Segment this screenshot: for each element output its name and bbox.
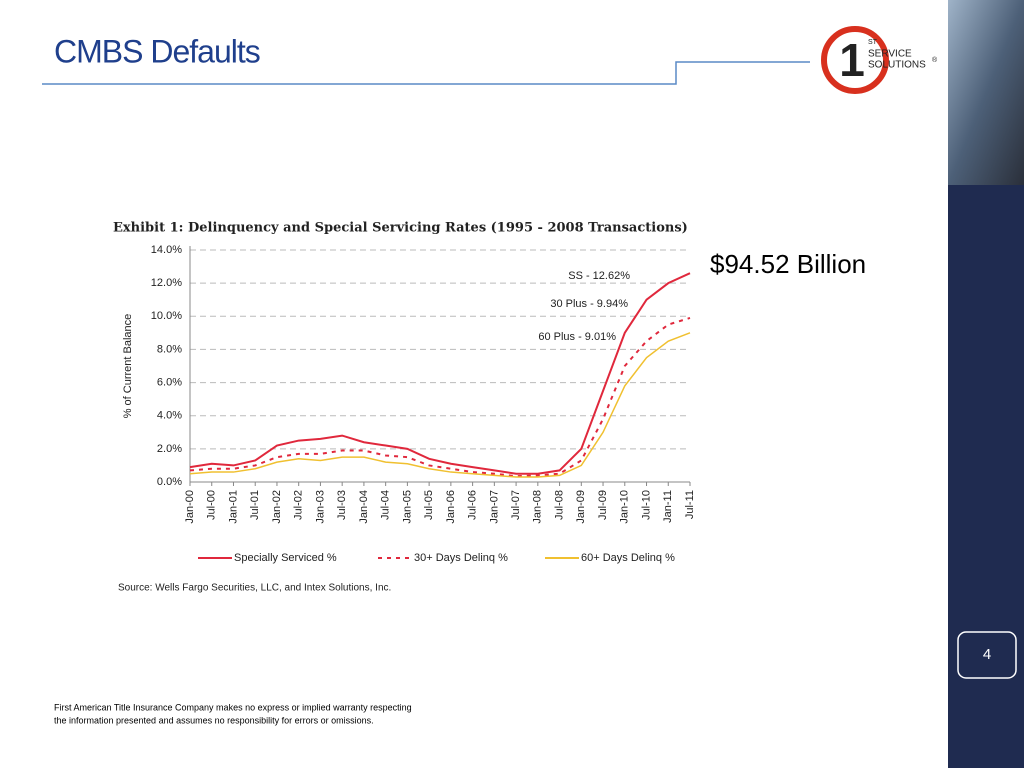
logo-mark: ® — [932, 56, 938, 64]
x-tick-label: Jan-06 — [445, 490, 457, 524]
page-number: 4 — [983, 646, 991, 663]
disclaimer: the information presented and assumes no… — [54, 715, 374, 725]
x-tick-label: Jul-04 — [380, 490, 392, 520]
x-tick-label: Jan-00 — [184, 490, 196, 524]
x-tick-label: Jan-05 — [401, 490, 413, 524]
x-tick-label: Jul-07 — [510, 490, 522, 520]
legend-label: 30+ Days Delinq % — [414, 552, 508, 564]
title-rule — [42, 61, 810, 85]
series-line — [189, 272, 691, 475]
y-tick-label: 14.0% — [151, 244, 182, 256]
annotation: 30 Plus - 9.94% — [550, 298, 628, 310]
x-tick-label: Jan-04 — [358, 490, 370, 524]
x-tick-label: Jan-01 — [227, 490, 239, 524]
legend-label: Specially Serviced % — [234, 552, 337, 564]
disclaimer: First American Title Insurance Company m… — [54, 702, 412, 712]
sidebar-photo — [948, 0, 1024, 185]
x-tick-label: Jul-06 — [467, 490, 479, 520]
x-tick-label: Jan-08 — [532, 490, 544, 524]
annotation: 60 Plus - 9.01% — [538, 331, 616, 343]
x-tick-label: Jul-02 — [293, 490, 305, 520]
x-tick-label: Jul-08 — [553, 490, 565, 520]
headline: $94.52 Billion — [710, 249, 866, 279]
x-tick-label: Jul-00 — [206, 490, 218, 520]
x-tick-label: Jan-02 — [271, 490, 283, 524]
x-tick-label: Jul-09 — [597, 490, 609, 520]
slide-title: CMBS Defaults — [54, 33, 260, 69]
x-tick-label: Jan-07 — [488, 490, 500, 524]
y-tick-label: 2.0% — [157, 443, 182, 455]
legend-label: 60+ Days Delinq % — [581, 552, 675, 564]
y-tick-label: 10.0% — [151, 310, 182, 322]
y-tick-label: 4.0% — [157, 410, 182, 422]
y-axis-label: % of Current Balance — [122, 314, 134, 419]
x-tick-label: Jul-11 — [684, 490, 696, 519]
x-tick-label: Jul-05 — [423, 490, 435, 520]
annotation: SS - 12.62% — [568, 270, 630, 282]
page-number-frame — [957, 631, 1017, 679]
logo-line: SOLUTIONS — [868, 60, 926, 71]
y-tick-label: 12.0% — [151, 277, 182, 289]
x-tick-label: Jul-03 — [336, 490, 348, 520]
logo-number: 1 — [839, 34, 865, 86]
x-tick-label: Jan-10 — [619, 490, 631, 524]
logo-ring — [821, 26, 889, 94]
y-tick-label: 6.0% — [157, 376, 182, 388]
series-line — [189, 316, 691, 478]
x-tick-label: Jan-11 — [662, 490, 674, 523]
logo-line: SERVICE — [868, 49, 912, 60]
x-tick-label: Jan-09 — [575, 490, 587, 524]
x-tick-label: Jul-01 — [249, 490, 261, 520]
x-tick-label: Jan-03 — [314, 490, 326, 524]
y-tick-label: 8.0% — [157, 343, 182, 355]
y-tick-label: 0.0% — [157, 476, 182, 488]
source: Source: Wells Fargo Securities, LLC, and… — [118, 583, 391, 594]
series-line — [189, 332, 691, 478]
x-tick-label: Jul-10 — [640, 490, 652, 520]
logo-suffix: ST — [868, 39, 878, 46]
chart-title: Exhibit 1: Delinquency and Special Servi… — [113, 221, 688, 236]
